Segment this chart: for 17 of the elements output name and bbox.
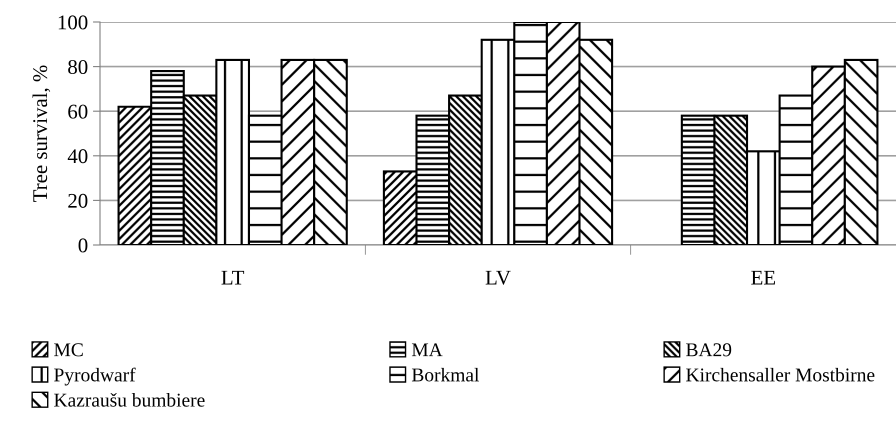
legend-label: Pyrodwarf (54, 368, 136, 386)
y-tick-label: 0 (78, 238, 88, 252)
y-tick-label: 80 (68, 60, 88, 74)
legend-label: Kazraušu bumbiere (54, 392, 205, 407)
y-tick-label: 60 (68, 104, 88, 119)
legend-label: BA29 (686, 343, 732, 356)
x-tick-label: LV (486, 270, 511, 285)
y-axis-title: Tree survival, % (32, 65, 50, 202)
legend-label: MC (54, 343, 83, 356)
y-tick-label: 40 (68, 149, 88, 164)
x-tick-label: EE (751, 270, 776, 284)
y-tick-label: 100 (58, 15, 88, 30)
legend-label: Kirchensaller Mostbirne (686, 368, 874, 382)
legend-label: Borkmal (412, 368, 480, 382)
legend-label: MA (412, 343, 443, 356)
x-tick-label: LT (221, 270, 244, 284)
y-tick-label: 20 (68, 194, 88, 208)
